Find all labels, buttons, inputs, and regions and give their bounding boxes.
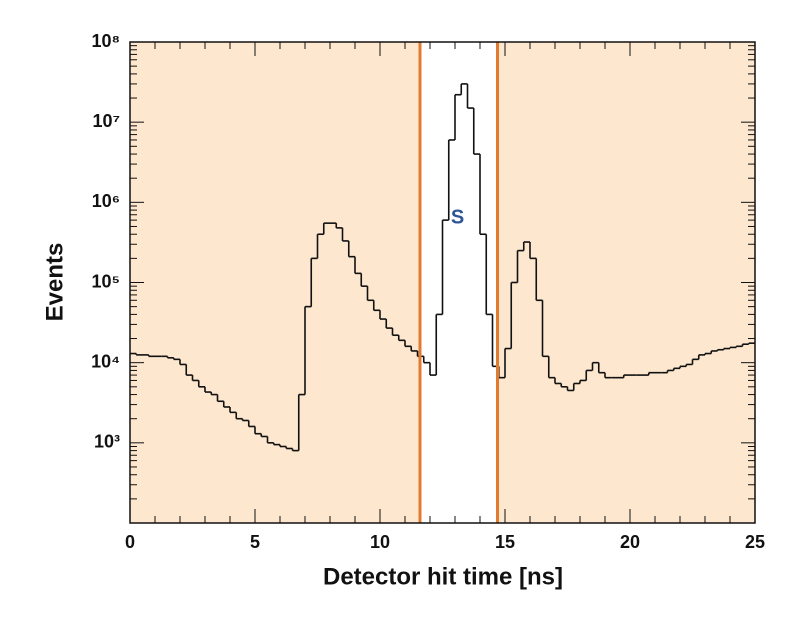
y-tick-label: 10⁵ — [92, 271, 120, 291]
y-tick-label: 10⁴ — [91, 351, 120, 371]
y-tick-label: 10⁷ — [93, 111, 120, 131]
x-tick-label: 5 — [250, 532, 260, 552]
x-tick-label: 15 — [495, 532, 515, 552]
shaded-region — [497, 42, 755, 523]
shaded-region — [130, 42, 420, 523]
x-tick-label: 25 — [745, 532, 765, 552]
x-axis-label: Detector hit time [ns] — [323, 563, 563, 590]
annotation: S — [451, 207, 464, 229]
x-tick-label: 0 — [125, 532, 135, 552]
x-tick-label: 20 — [620, 532, 640, 552]
y-tick-label: 10⁸ — [91, 31, 120, 51]
y-tick-label: 10³ — [94, 432, 120, 452]
x-tick-label: 10 — [370, 532, 390, 552]
y-axis-label: Events — [41, 243, 68, 322]
plot-frame — [129, 41, 756, 524]
y-tick-label: 10⁶ — [92, 191, 120, 211]
